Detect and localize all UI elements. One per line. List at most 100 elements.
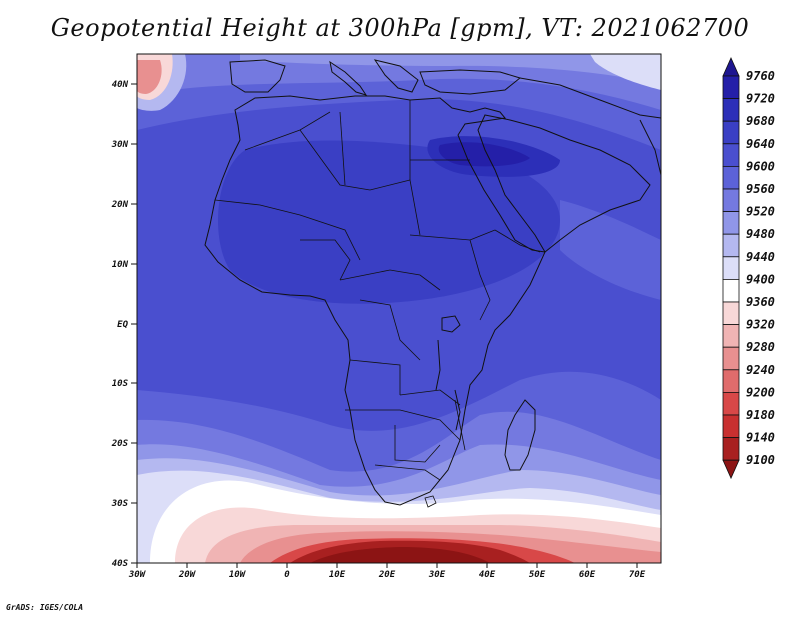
lat-label: 30S — [111, 499, 129, 509]
iran-coastline — [519, 77, 661, 119]
border-congo — [359, 299, 421, 361]
lat-label: 10S — [112, 379, 129, 389]
colorbar-segment — [722, 211, 740, 235]
colorbar-label: 9240 — [746, 363, 775, 377]
africa-coastline — [204, 95, 546, 506]
colorbar-segment — [722, 188, 740, 213]
coastlines — [204, 59, 661, 506]
colorbar-label: 9440 — [746, 250, 775, 264]
field-east-band — [560, 200, 661, 300]
india-coastline — [639, 119, 661, 176]
lon-label: 10E — [329, 570, 346, 580]
colorbar-segment — [722, 57, 740, 77]
arabia-coastline — [477, 114, 651, 253]
border-mozambique — [454, 399, 466, 451]
border-sahara-1 — [299, 129, 371, 191]
colorbar-label: 9140 — [746, 431, 775, 445]
lat-label: 30N — [111, 140, 129, 150]
colorbar-label: 9520 — [746, 205, 775, 219]
lon-label: 70E — [629, 570, 646, 580]
lat-label: EQ — [117, 320, 128, 330]
colorbar-segment — [722, 346, 740, 371]
field-band-south-12 — [310, 547, 490, 563]
border-nigeria — [300, 239, 351, 281]
lon-label: 30W — [128, 570, 147, 580]
colorbar-label: 9280 — [746, 340, 775, 354]
colorbar-segment — [722, 143, 740, 167]
lon-label: 50E — [529, 570, 546, 580]
lon-label: 20E — [378, 570, 396, 580]
colorbar-segment — [722, 278, 740, 303]
lesotho — [424, 495, 437, 508]
plot-frame — [136, 53, 662, 564]
colorbar: 9760 9720 9680 9640 9600 9560 9520 9480 9440 9400… — [722, 57, 775, 480]
madagascar-coastline — [504, 399, 536, 471]
colorbar-segment — [722, 75, 740, 100]
colorbar-segment — [722, 98, 740, 122]
border-south-africa — [374, 464, 441, 481]
colorbar-label: 9320 — [746, 318, 775, 332]
field-band-north-3 — [240, 54, 661, 85]
colorbar-segment — [722, 324, 740, 348]
lat-label: 40N — [112, 80, 129, 90]
colorbar-label: 9680 — [746, 114, 775, 128]
border-central — [339, 269, 441, 291]
field-subtropical-north-east — [590, 54, 661, 90]
border-southern — [345, 409, 461, 441]
colorbar-label: 9100 — [746, 453, 775, 467]
lon-label: 0 — [284, 570, 290, 580]
colorbar-segment — [722, 301, 740, 326]
border-zambia — [399, 389, 461, 406]
colorbar-label: 9400 — [746, 272, 775, 286]
lon-label: 30E — [428, 570, 446, 580]
field-band-north-2 — [137, 54, 661, 110]
colorbar-label: 9760 — [746, 69, 775, 83]
field-high-core-1 — [218, 140, 560, 304]
lon-axis: 30W 20W 10W 0 10E 20E 30E 40E 50E 60E 70… — [128, 563, 646, 580]
balkans-coastline — [373, 59, 419, 93]
lake-malawi — [454, 389, 461, 431]
border-sahara-2 — [339, 111, 346, 186]
grads-credit: GrADS: IGES/COLA — [6, 603, 84, 612]
geopotential-field — [137, 54, 661, 563]
border-west-africa — [214, 199, 361, 261]
border-botswana — [394, 425, 441, 463]
country-borders — [214, 100, 541, 508]
colorbar-segment — [722, 369, 740, 393]
lat-axis: 40N 30N 20N 10N EQ 10S 20S 30S 40S — [111, 80, 137, 569]
lake-victoria — [441, 315, 461, 333]
colorbar-label: 9720 — [746, 92, 775, 106]
border-chad — [369, 179, 421, 236]
lon-label: 20W — [178, 570, 197, 580]
colorbar-label: 9640 — [746, 137, 775, 151]
border-ethiopia — [494, 229, 541, 253]
colorbar-segment — [722, 165, 740, 190]
colorbar-label: 9600 — [746, 159, 775, 173]
lon-label: 10W — [229, 570, 247, 580]
border-angola — [349, 359, 401, 395]
colorbar-segment — [722, 120, 740, 145]
italy-coastline — [329, 60, 368, 96]
lon-label: 40E — [479, 570, 496, 580]
lon-label: 60E — [579, 570, 596, 580]
lake-tanganyika — [435, 339, 441, 391]
field-nw-low-2 — [137, 60, 162, 94]
colorbar-segment — [722, 391, 740, 416]
colorbar-label: 9180 — [746, 408, 775, 422]
lat-label: 40S — [112, 559, 129, 569]
colorbar-label: 9360 — [746, 295, 775, 309]
colorbar-segment — [722, 256, 740, 280]
anatolia-coastline — [419, 69, 522, 95]
colorbar-segment — [722, 233, 740, 258]
lat-label: 10N — [112, 260, 129, 270]
colorbar-segment — [722, 437, 740, 461]
colorbar-segment — [722, 414, 740, 439]
iberia-coastline — [229, 59, 286, 93]
colorbar-label: 9560 — [746, 182, 775, 196]
lat-label: 20S — [111, 439, 129, 449]
lat-label: 20N — [111, 200, 129, 210]
map-title: Geopotential Height at 300hPa [gpm], VT:… — [50, 14, 750, 42]
colorbar-label: 9480 — [746, 227, 775, 241]
border-east-africa — [469, 239, 491, 321]
